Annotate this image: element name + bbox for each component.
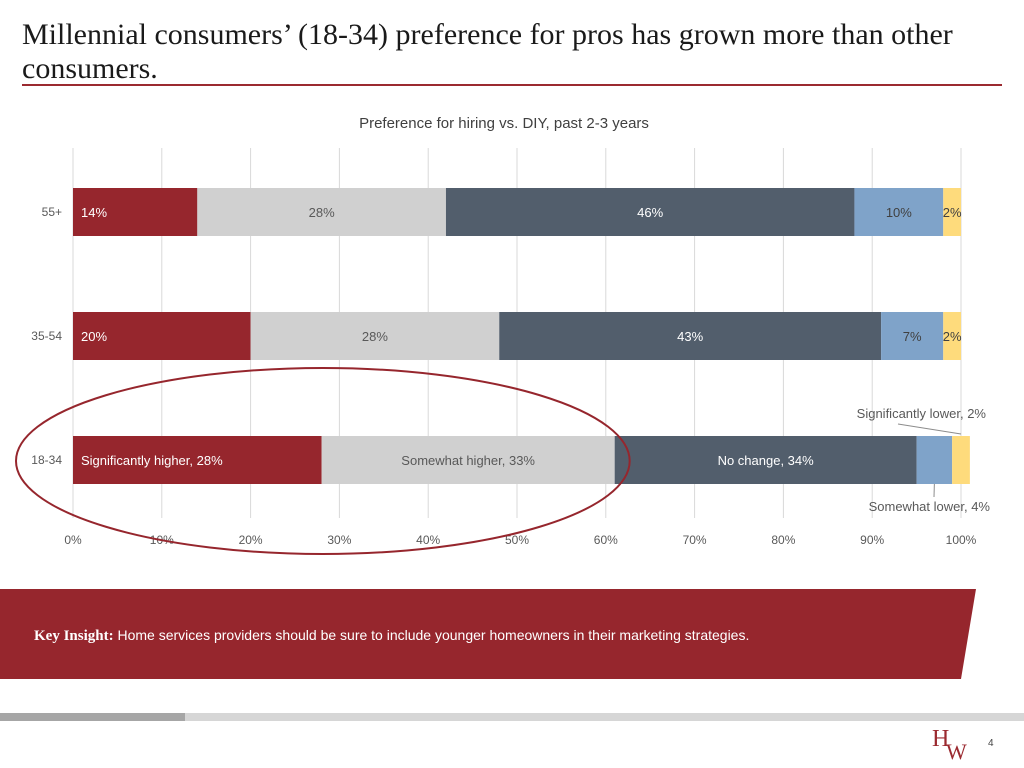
data-label: No change, 34% xyxy=(718,453,815,468)
x-tick-label: 100% xyxy=(946,533,977,547)
bar-segment xyxy=(881,312,944,360)
bar-segment xyxy=(943,312,961,360)
bar-segment xyxy=(614,436,917,484)
x-tick-label: 20% xyxy=(239,533,263,547)
company-logo: H W xyxy=(932,727,972,763)
category-label: 18-34 xyxy=(31,453,62,467)
data-label: 43% xyxy=(677,329,703,344)
key-insight: Key Insight: Home services providers sho… xyxy=(34,627,749,645)
key-insight-text: Home services providers should be sure t… xyxy=(117,627,750,643)
bar-segment xyxy=(854,188,944,236)
x-tick-label: 0% xyxy=(64,533,82,547)
stacked-bar-chart: Preference for hiring vs. DIY, past 2-3 … xyxy=(15,115,991,555)
category-label: 35-54 xyxy=(31,329,62,343)
data-label: 10% xyxy=(886,205,912,220)
logo-letter-h: H xyxy=(932,726,950,752)
x-tick-label: 50% xyxy=(505,533,529,547)
data-label: 46% xyxy=(637,205,663,220)
data-label: 14% xyxy=(81,205,107,220)
x-tick-label: 70% xyxy=(683,533,707,547)
bar-segment xyxy=(73,188,198,236)
x-tick-label: 80% xyxy=(771,533,795,547)
bar-segment xyxy=(73,312,251,360)
key-insight-label: Key Insight: xyxy=(34,628,114,644)
bar-segment xyxy=(943,188,961,236)
x-tick-label: 60% xyxy=(594,533,618,547)
bar-segment xyxy=(916,436,953,484)
data-label: 28% xyxy=(309,205,335,220)
annotation-leader-line xyxy=(897,423,962,435)
bar-segment xyxy=(499,312,882,360)
footer-bar xyxy=(185,713,1024,721)
bar-segment xyxy=(197,188,446,236)
logo-letter-w: W xyxy=(946,739,967,764)
bar-segment xyxy=(445,188,855,236)
title-divider xyxy=(22,84,1002,86)
data-label: 20% xyxy=(81,329,107,344)
data-label: Somewhat higher, 33% xyxy=(401,453,535,468)
data-label: 2% xyxy=(943,329,962,344)
slide-title: Millennial consumers’ (18-34) preference… xyxy=(22,18,953,85)
footer-bar-accent xyxy=(0,713,185,721)
data-label: Significantly higher, 28% xyxy=(81,453,223,468)
x-tick-label: 40% xyxy=(416,533,440,547)
x-tick-label: 90% xyxy=(860,533,884,547)
category-label: 55+ xyxy=(42,205,62,219)
page-number: 4 xyxy=(988,738,994,749)
bar-segment xyxy=(250,312,500,360)
bar-segment xyxy=(73,436,322,484)
highlight-ellipse xyxy=(15,367,631,555)
bar-segment xyxy=(321,436,615,484)
annotation-label: Somewhat lower, 4% xyxy=(869,499,991,514)
x-tick-label: 30% xyxy=(327,533,351,547)
chart-title: Preference for hiring vs. DIY, past 2-3 … xyxy=(359,115,649,132)
key-insight-banner xyxy=(0,589,976,679)
annotation-label: Significantly lower, 2% xyxy=(857,406,987,421)
bar-segment xyxy=(952,436,970,484)
data-label: 7% xyxy=(903,329,922,344)
data-label: 2% xyxy=(943,205,962,220)
data-label: 28% xyxy=(362,329,388,344)
